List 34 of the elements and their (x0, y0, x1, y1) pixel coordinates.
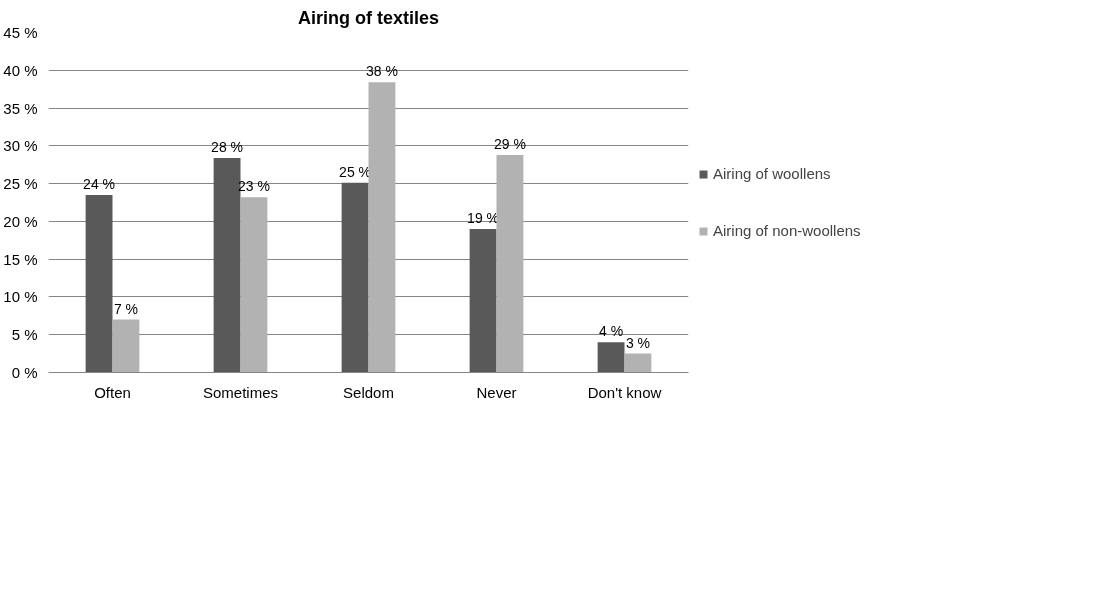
bar (496, 154, 524, 373)
data-label: 28 % (211, 138, 244, 155)
bar (624, 353, 652, 373)
y-tick-label: 10 % (3, 288, 38, 306)
y-tick-label: 45 % (3, 24, 38, 41)
y-tick-label: 25 % (3, 175, 38, 193)
bar (240, 197, 268, 373)
chart-title: Airing of textiles (297, 7, 440, 28)
y-tick-label: 5 % (11, 326, 38, 344)
data-label: 4 % (599, 323, 624, 340)
x-tick-label: Seldom (343, 383, 394, 401)
legend-label: Airing of non-woollens (713, 222, 861, 239)
bar (112, 319, 140, 373)
x-tick-label: Sometimes (202, 383, 279, 401)
data-label: 3 % (625, 334, 650, 351)
y-tick-label: 35 % (3, 99, 38, 117)
y-tick-label: 15 % (3, 250, 38, 268)
data-label: 38 % (365, 63, 398, 80)
x-tick-label: Don't know (587, 383, 662, 401)
data-label: 29 % (493, 135, 526, 152)
y-tick-label: 0 % (11, 364, 38, 381)
bar (368, 82, 396, 373)
bar (597, 342, 625, 373)
bar (469, 228, 497, 373)
bar (85, 194, 113, 373)
y-tick-label: 30 % (3, 137, 38, 155)
bar (341, 182, 369, 373)
data-label: 24 % (83, 175, 116, 192)
y-tick-label: 20 % (3, 212, 38, 230)
x-tick-label: Never (476, 383, 517, 401)
data-label: 7 % (113, 300, 138, 317)
x-tick-label: Often (94, 383, 131, 401)
legend-label: Airing of woollens (713, 165, 831, 182)
y-tick-label: 40 % (3, 61, 38, 79)
